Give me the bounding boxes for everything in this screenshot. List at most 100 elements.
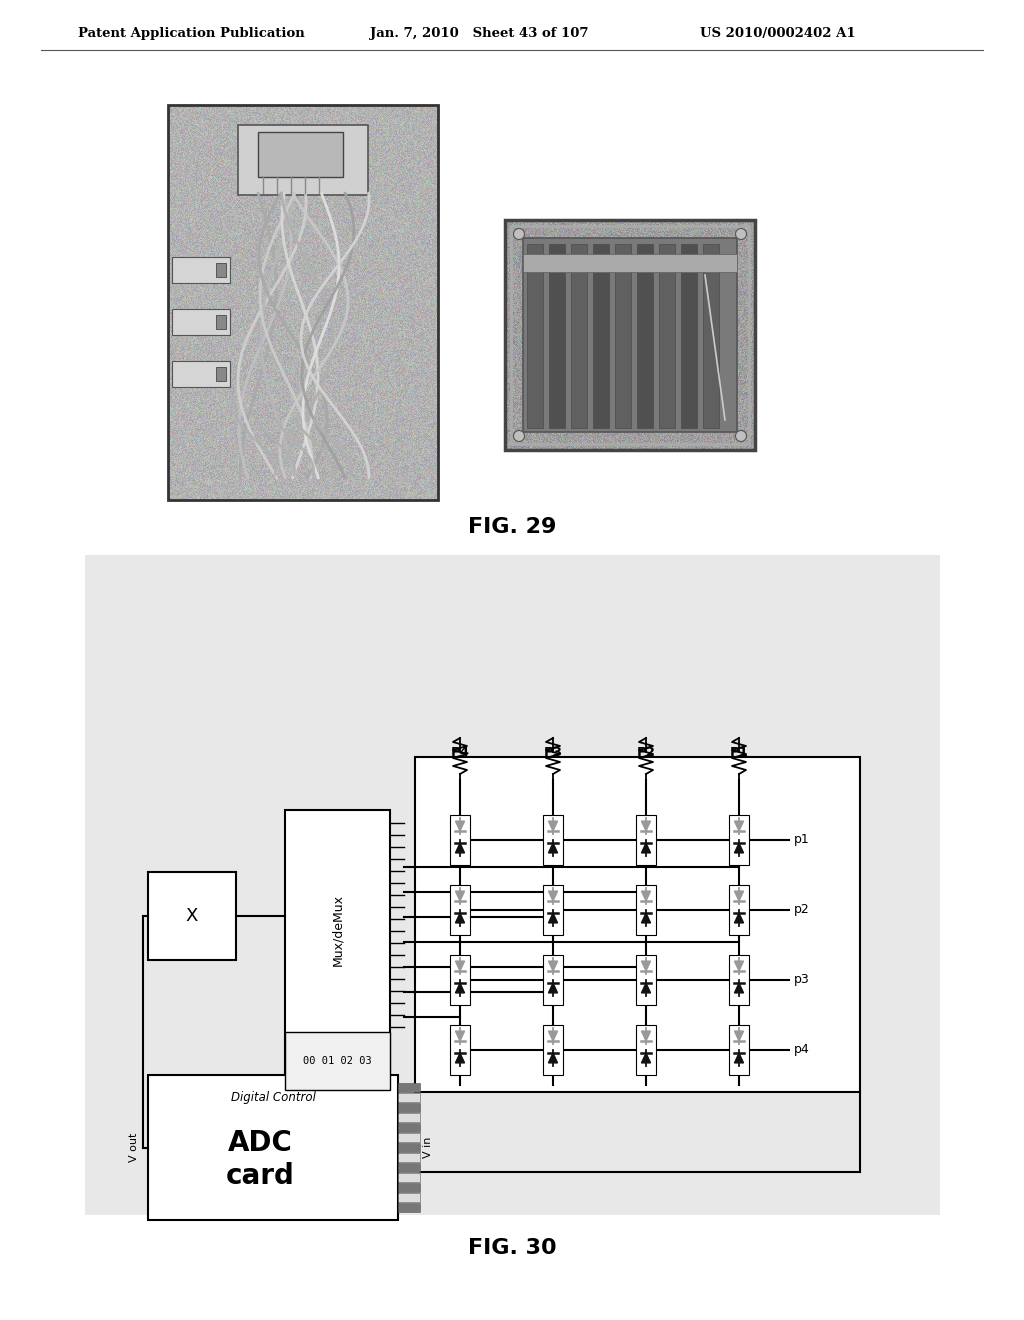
- Text: X: X: [185, 907, 199, 925]
- Bar: [148, 1074, 398, 1220]
- Circle shape: [513, 228, 524, 239]
- Bar: [398, 1152, 420, 1162]
- Bar: [523, 238, 737, 432]
- Bar: [729, 954, 749, 1005]
- Circle shape: [735, 228, 746, 239]
- Bar: [398, 1093, 420, 1102]
- Polygon shape: [549, 891, 557, 900]
- Bar: [703, 244, 719, 428]
- Bar: [681, 244, 697, 428]
- Bar: [543, 1026, 563, 1074]
- Bar: [148, 873, 236, 960]
- Bar: [398, 1123, 420, 1133]
- Polygon shape: [641, 821, 650, 830]
- Polygon shape: [641, 961, 650, 972]
- Text: FIG. 29: FIG. 29: [468, 517, 556, 537]
- Polygon shape: [549, 843, 557, 853]
- Bar: [571, 244, 587, 428]
- Bar: [729, 884, 749, 935]
- Polygon shape: [456, 983, 465, 993]
- Polygon shape: [549, 1053, 557, 1063]
- Polygon shape: [456, 821, 465, 830]
- Bar: [659, 244, 675, 428]
- Bar: [172, 257, 230, 282]
- Bar: [398, 1104, 420, 1111]
- Polygon shape: [641, 891, 650, 900]
- Polygon shape: [456, 843, 465, 853]
- Polygon shape: [549, 983, 557, 993]
- Polygon shape: [456, 961, 465, 972]
- Bar: [216, 314, 226, 329]
- Bar: [543, 884, 563, 935]
- Polygon shape: [641, 843, 650, 853]
- Text: p1: p1: [794, 833, 810, 846]
- Circle shape: [735, 430, 746, 441]
- Bar: [398, 1193, 420, 1203]
- Text: p4: p4: [794, 1044, 810, 1056]
- Polygon shape: [734, 961, 743, 972]
- Polygon shape: [734, 891, 743, 900]
- Bar: [398, 1082, 420, 1092]
- Polygon shape: [549, 1031, 557, 1041]
- Bar: [216, 263, 226, 277]
- Bar: [398, 1203, 420, 1212]
- Bar: [398, 1183, 420, 1192]
- Bar: [398, 1173, 420, 1181]
- Text: P1: P1: [729, 746, 749, 759]
- Bar: [285, 1032, 390, 1090]
- Polygon shape: [734, 913, 743, 923]
- Bar: [85, 554, 940, 1214]
- Bar: [450, 1026, 470, 1074]
- Bar: [636, 814, 656, 865]
- Bar: [398, 1143, 420, 1152]
- Bar: [450, 814, 470, 865]
- Text: US 2010/0002402 A1: US 2010/0002402 A1: [700, 26, 856, 40]
- Polygon shape: [641, 1031, 650, 1041]
- Bar: [415, 756, 860, 1092]
- Polygon shape: [549, 913, 557, 923]
- Bar: [450, 884, 470, 935]
- Text: p3: p3: [794, 974, 810, 986]
- Polygon shape: [734, 1053, 743, 1063]
- Text: V out: V out: [129, 1133, 139, 1162]
- Bar: [398, 1113, 420, 1122]
- Bar: [549, 244, 565, 428]
- Bar: [636, 954, 656, 1005]
- Bar: [527, 244, 543, 428]
- Bar: [543, 954, 563, 1005]
- Text: FIG. 30: FIG. 30: [468, 1238, 556, 1258]
- Circle shape: [513, 430, 524, 441]
- Polygon shape: [734, 983, 743, 993]
- Text: 00 01 02 03: 00 01 02 03: [303, 1056, 372, 1067]
- Bar: [637, 244, 653, 428]
- Text: ADC
card: ADC card: [226, 1130, 295, 1189]
- Bar: [636, 1026, 656, 1074]
- Bar: [505, 220, 755, 450]
- Bar: [172, 360, 230, 387]
- Bar: [523, 253, 737, 272]
- Polygon shape: [456, 1053, 465, 1063]
- Text: P3: P3: [544, 746, 562, 759]
- Text: Digital Control: Digital Control: [230, 1090, 315, 1104]
- Bar: [285, 810, 390, 1090]
- Polygon shape: [549, 821, 557, 830]
- Bar: [450, 954, 470, 1005]
- Bar: [398, 1133, 420, 1142]
- Polygon shape: [734, 1031, 743, 1041]
- Text: V in: V in: [423, 1137, 433, 1158]
- Polygon shape: [641, 1053, 650, 1063]
- Bar: [636, 884, 656, 935]
- Polygon shape: [549, 961, 557, 972]
- Bar: [172, 309, 230, 335]
- Bar: [729, 1026, 749, 1074]
- Text: p2: p2: [794, 903, 810, 916]
- Bar: [593, 244, 609, 428]
- Bar: [398, 1163, 420, 1172]
- Text: Patent Application Publication: Patent Application Publication: [78, 26, 305, 40]
- Text: Jan. 7, 2010   Sheet 43 of 107: Jan. 7, 2010 Sheet 43 of 107: [370, 26, 589, 40]
- Polygon shape: [641, 913, 650, 923]
- Bar: [238, 125, 368, 195]
- Polygon shape: [456, 1031, 465, 1041]
- Polygon shape: [641, 983, 650, 993]
- Bar: [258, 132, 343, 177]
